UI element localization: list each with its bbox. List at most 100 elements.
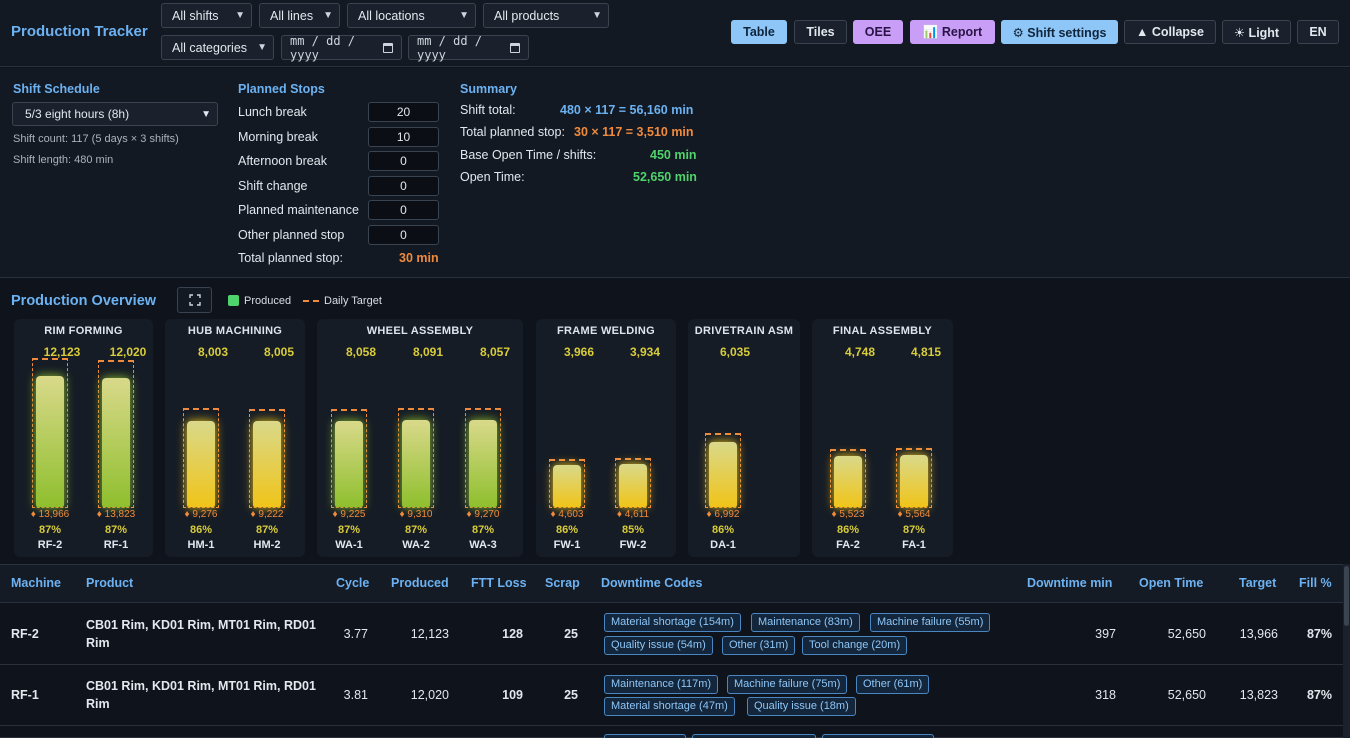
col-header-product[interactable]: Product (86, 576, 134, 590)
scrollbar-thumb[interactable] (1344, 566, 1349, 626)
produced-bar[interactable] (187, 421, 215, 507)
expand-icon (188, 294, 201, 306)
date-to-input[interactable]: mm / dd / yyyy (408, 33, 529, 62)
cell-ftt-loss: 128 (502, 627, 523, 641)
tiles-view-button[interactable]: Tiles (794, 20, 847, 44)
summary-shift-total-value: 480 × 117 = 56,160 min (560, 103, 694, 117)
cell-downtime-min: 318 (1095, 688, 1116, 702)
downtime-code-chip (822, 734, 934, 738)
locations-filter[interactable]: All locations ▼ (347, 3, 476, 28)
language-button[interactable]: EN (1297, 20, 1339, 44)
shift-settings-button[interactable]: ⚙ Shift settings (1001, 20, 1118, 44)
produced-bar[interactable] (469, 420, 497, 507)
produced-bar[interactable] (36, 376, 64, 507)
cell-target: 13,966 (1239, 627, 1278, 641)
produced-bar[interactable] (102, 378, 130, 507)
machine-fill-percent: 87% (404, 524, 428, 536)
col-header-ftt-loss[interactable]: FTT Loss (471, 576, 527, 590)
col-header-fill[interactable]: Fill % (1299, 576, 1332, 590)
stop-input-other[interactable]: 0 (368, 225, 439, 245)
cell-product: CB01 Rim, KD01 Rim, MT01 Rim, RD01 (86, 679, 316, 693)
expand-button[interactable] (177, 287, 212, 313)
machine-target-value: ♦ 5,523 (831, 509, 865, 520)
stop-label-afternoon: Afternoon break (238, 154, 327, 168)
chevron-down-icon: ▼ (459, 10, 469, 21)
categories-filter[interactable]: All categories ▼ (161, 35, 274, 60)
col-header-machine[interactable]: Machine (11, 576, 62, 590)
machine-target-value: ♦ 9,222 (250, 509, 284, 520)
col-header-open-time[interactable]: Open Time (1139, 576, 1204, 590)
shifts-filter[interactable]: All shifts ▼ (161, 3, 252, 28)
machine-produced-count: 8,057 (479, 345, 511, 359)
col-header-downtime-codes[interactable]: Downtime Codes (601, 576, 703, 590)
downtime-code-chip: Tool change (20m) (802, 636, 908, 655)
downtime-code-chip: Machine failure (55m) (870, 613, 991, 632)
machine-produced-count: 6,035 (719, 345, 751, 359)
cell-produced: 12,020 (410, 688, 449, 702)
machine-produced-count: 4,815 (910, 345, 942, 359)
machine-target-value: ♦ 6,992 (706, 509, 740, 520)
collapse-button[interactable]: ▲ Collapse (1124, 20, 1216, 44)
cell-machine: RF-2 (11, 627, 39, 641)
machine-fill-percent: 86% (555, 524, 579, 536)
date-to-value: mm / dd / yyyy (417, 33, 483, 62)
calendar-icon[interactable] (382, 42, 393, 53)
summary-open-time-label: Open Time: (460, 170, 525, 184)
produced-bar[interactable] (253, 421, 281, 507)
machine-produced-count: 4,748 (844, 345, 876, 359)
machine-group-title: DRIVETRAIN ASM (694, 325, 794, 337)
lines-filter[interactable]: All lines ▼ (259, 3, 340, 28)
oee-button[interactable]: OEE (853, 20, 903, 44)
produced-bar[interactable] (619, 464, 647, 507)
calendar-icon[interactable] (509, 42, 520, 53)
summary-base-open-value: 450 min (650, 148, 697, 162)
machine-name: FA-1 (902, 539, 926, 551)
col-header-produced[interactable]: Produced (391, 576, 449, 590)
stop-input-shift-change[interactable]: 0 (368, 176, 439, 196)
col-header-downtime-min[interactable]: Downtime min (1027, 576, 1113, 590)
machine-produced-count: 3,934 (629, 345, 661, 359)
stop-input-afternoon[interactable]: 0 (368, 151, 439, 171)
stop-input-morning[interactable]: 10 (368, 127, 439, 147)
chevron-down-icon: ▼ (323, 10, 333, 21)
produced-bar[interactable] (335, 421, 363, 507)
downtime-code-chip: Other (31m) (722, 636, 796, 655)
machine-produced-count: 8,005 (263, 345, 295, 359)
cell-product-cont: Rim (86, 697, 110, 711)
produced-bar[interactable] (900, 455, 928, 507)
produced-bar[interactable] (834, 456, 862, 507)
production-overview-title: Production Overview (11, 293, 157, 309)
daily-target-marker (465, 408, 501, 508)
stop-label-lunch: Lunch break (238, 105, 307, 119)
shifts-filter-value: All shifts (172, 8, 219, 23)
machine-fill-percent: 86% (711, 524, 735, 536)
downtime-code-chip: Maintenance (83m) (751, 613, 860, 632)
machine-target-value: ♦ 5,564 (897, 509, 931, 520)
table-view-button[interactable]: Table (731, 20, 787, 44)
table-scrollbar[interactable] (1343, 564, 1350, 738)
col-header-scrap[interactable]: Scrap (545, 576, 580, 590)
daily-target-marker (398, 408, 434, 508)
daily-target-marker (896, 448, 932, 508)
table-header (0, 564, 1343, 603)
downtime-code-chip (692, 734, 816, 738)
machine-name: FW-2 (619, 539, 647, 551)
stop-input-maintenance[interactable]: 0 (368, 200, 439, 220)
products-filter[interactable]: All products ▼ (483, 3, 609, 28)
daily-target-marker (830, 449, 866, 508)
col-header-target[interactable]: Target (1239, 576, 1277, 590)
col-header-cycle[interactable]: Cycle (336, 576, 370, 590)
cell-scrap: 25 (564, 688, 578, 702)
machine-fill-percent: 87% (104, 524, 128, 536)
shift-schedule-select[interactable]: 5/3 eight hours (8h) ▼ (12, 102, 218, 126)
cell-open-time: 52,650 (1167, 688, 1206, 702)
produced-bar[interactable] (402, 420, 430, 507)
report-button[interactable]: 📊 Report (910, 20, 995, 44)
produced-bar[interactable] (553, 465, 581, 507)
produced-bar[interactable] (709, 442, 737, 507)
date-from-input[interactable]: mm / dd / yyyy (281, 34, 402, 62)
machine-target-value: ♦ 9,225 (332, 509, 366, 520)
cell-open-time: 52,650 (1167, 627, 1206, 641)
light-theme-button[interactable]: ☀ Light (1222, 20, 1291, 44)
stop-input-lunch[interactable]: 20 (368, 102, 439, 122)
